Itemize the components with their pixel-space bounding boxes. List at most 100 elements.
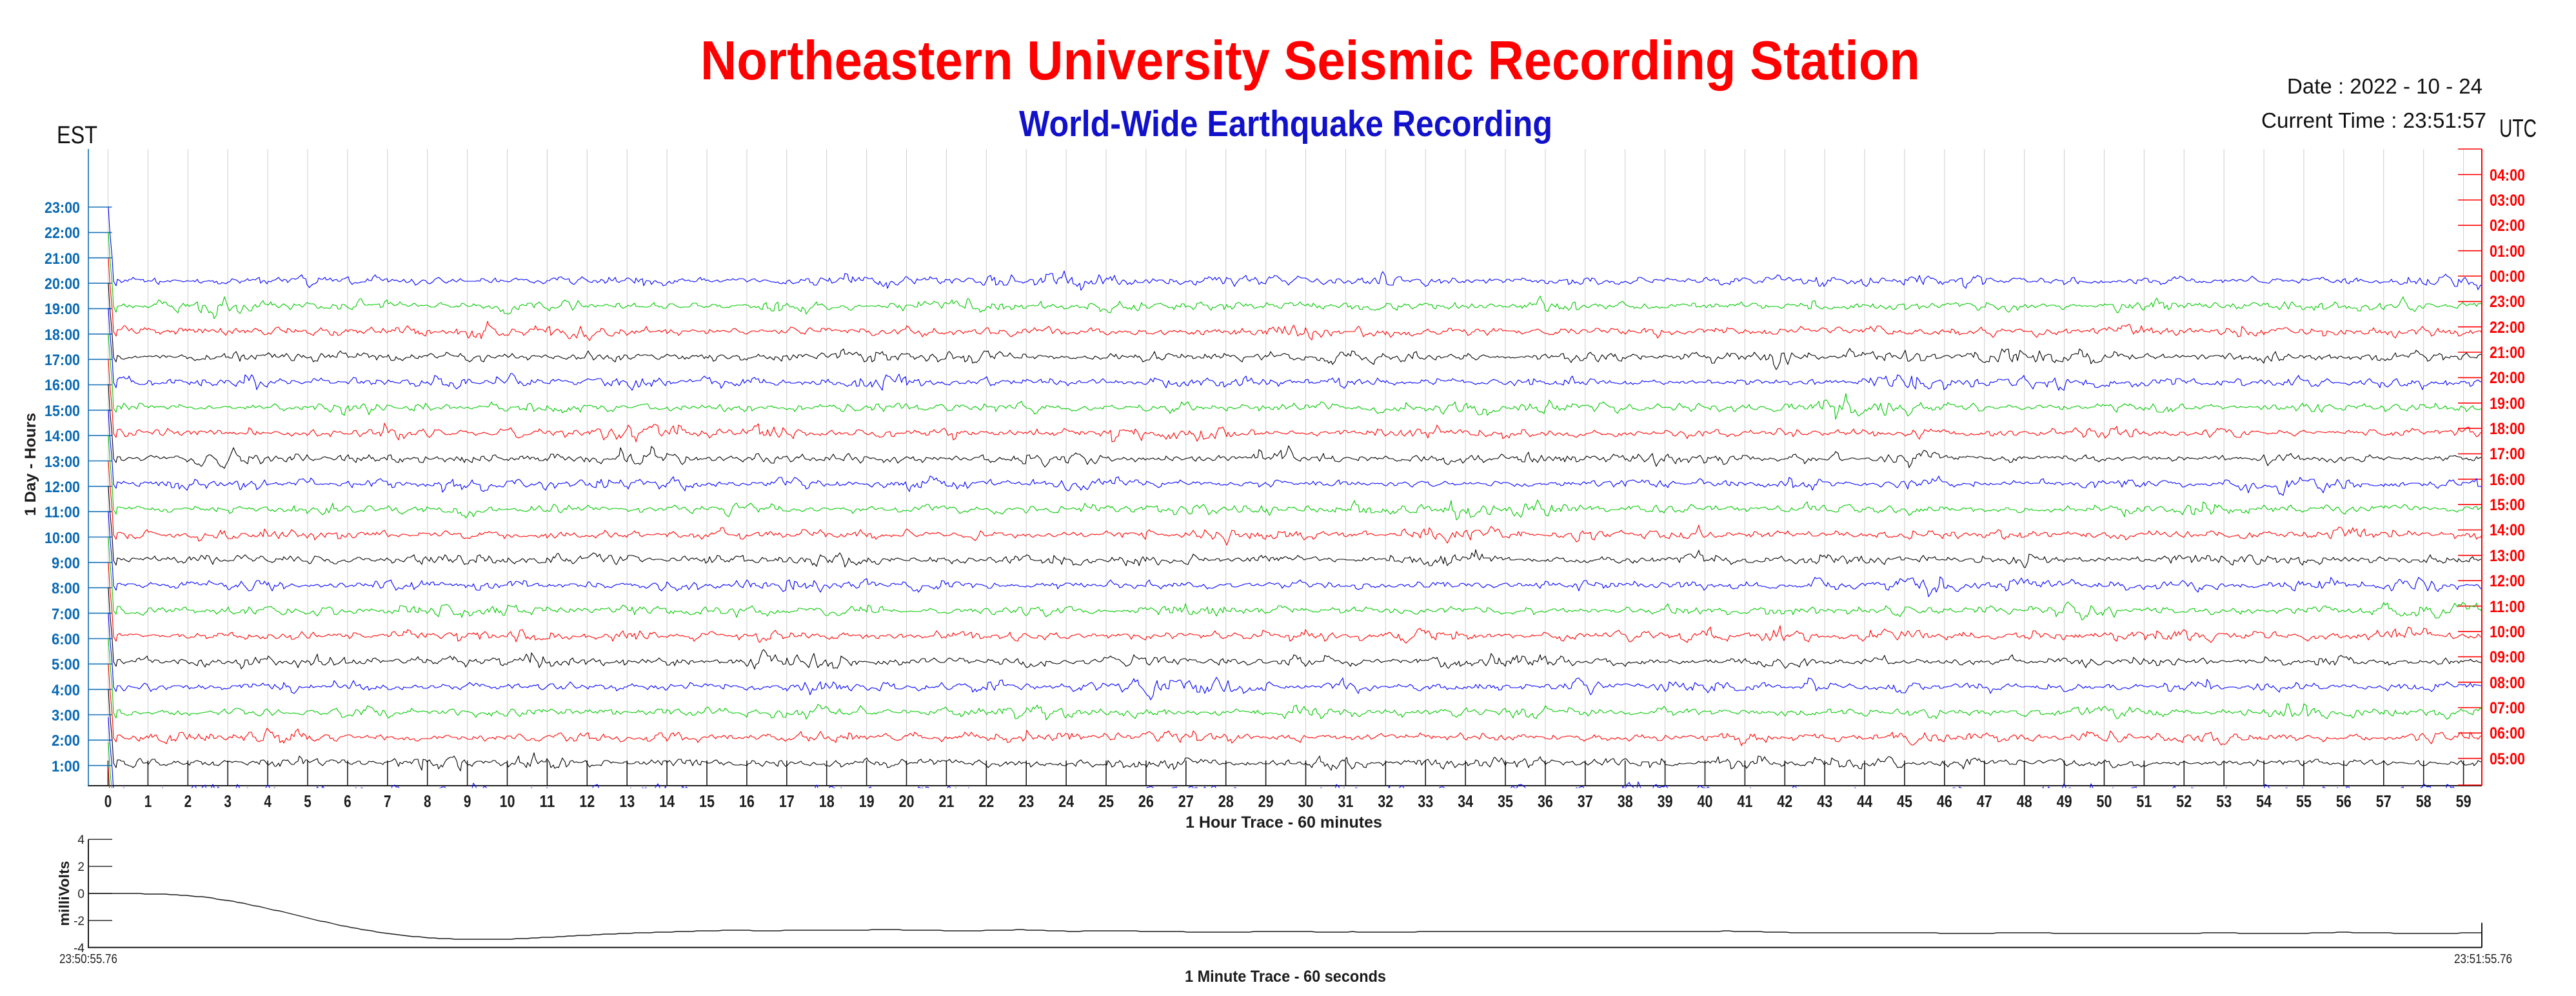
svg-text:6:00: 6:00 <box>52 631 80 648</box>
svg-text:14:00: 14:00 <box>45 428 80 445</box>
svg-text:31: 31 <box>1338 792 1353 811</box>
svg-text:23:51:55.76: 23:51:55.76 <box>2454 952 2512 966</box>
svg-text:9:00: 9:00 <box>52 555 80 572</box>
svg-text:23:50:55.76: 23:50:55.76 <box>59 952 117 966</box>
svg-text:2: 2 <box>77 861 84 874</box>
svg-text:1 Day - Hours: 1 Day - Hours <box>22 413 39 516</box>
svg-text:17:00: 17:00 <box>45 352 80 369</box>
svg-text:01:00: 01:00 <box>2490 243 2525 261</box>
svg-text:4: 4 <box>264 792 272 811</box>
svg-text:44: 44 <box>1857 792 1872 811</box>
svg-text:12: 12 <box>579 792 595 811</box>
svg-text:41: 41 <box>1737 792 1752 811</box>
svg-text:10:00: 10:00 <box>2490 623 2525 641</box>
svg-text:16:00: 16:00 <box>2490 471 2525 489</box>
svg-text:50: 50 <box>2097 792 2112 811</box>
svg-text:16: 16 <box>739 792 755 811</box>
svg-text:46: 46 <box>1937 792 1952 811</box>
svg-text:22:00: 22:00 <box>2490 319 2525 337</box>
svg-text:24: 24 <box>1058 792 1074 811</box>
svg-text:15: 15 <box>699 792 715 811</box>
svg-text:22:00: 22:00 <box>45 224 80 242</box>
svg-text:23:00: 23:00 <box>45 199 80 217</box>
svg-text:Northeastern University Seismi: Northeastern University Seismic Recordin… <box>700 30 1920 92</box>
svg-text:07:00: 07:00 <box>2490 699 2525 717</box>
svg-text:11:00: 11:00 <box>2490 598 2525 616</box>
svg-text:2: 2 <box>184 792 192 811</box>
svg-text:1:00: 1:00 <box>52 758 80 775</box>
svg-text:12:00: 12:00 <box>45 479 80 496</box>
svg-text:-2: -2 <box>74 915 84 928</box>
svg-text:13: 13 <box>619 792 635 811</box>
svg-text:51: 51 <box>2136 792 2152 811</box>
svg-text:04:00: 04:00 <box>2490 166 2525 184</box>
svg-text:2:00: 2:00 <box>52 732 80 750</box>
svg-text:35: 35 <box>1498 792 1513 811</box>
svg-text:World-Wide Earthquake Recordin: World-Wide Earthquake Recording <box>1019 103 1552 144</box>
svg-text:19:00: 19:00 <box>2490 395 2525 413</box>
svg-text:22: 22 <box>978 792 994 811</box>
svg-text:10:00: 10:00 <box>45 530 80 547</box>
svg-text:milliVolts: milliVolts <box>56 861 72 926</box>
svg-text:37: 37 <box>1578 792 1593 811</box>
svg-text:18:00: 18:00 <box>2490 420 2525 438</box>
svg-text:21: 21 <box>938 792 954 811</box>
svg-text:29: 29 <box>1258 792 1274 811</box>
svg-text:18: 18 <box>819 792 835 811</box>
svg-text:9: 9 <box>464 792 471 811</box>
svg-text:02:00: 02:00 <box>2490 217 2525 235</box>
svg-text:53: 53 <box>2216 792 2232 811</box>
svg-text:8:00: 8:00 <box>52 580 80 597</box>
svg-text:11: 11 <box>539 792 555 811</box>
svg-text:5: 5 <box>304 792 312 811</box>
svg-text:45: 45 <box>1897 792 1912 811</box>
svg-text:UTC: UTC <box>2499 115 2537 143</box>
svg-text:14: 14 <box>659 792 675 811</box>
svg-text:5:00: 5:00 <box>52 656 80 673</box>
svg-text:1 Minute Trace - 60 seconds: 1 Minute Trace - 60 seconds <box>1185 968 1386 986</box>
svg-text:19:00: 19:00 <box>45 301 80 318</box>
svg-text:19: 19 <box>859 792 875 811</box>
svg-text:08:00: 08:00 <box>2490 674 2525 692</box>
svg-text:48: 48 <box>2017 792 2032 811</box>
svg-text:0: 0 <box>104 792 112 811</box>
svg-text:-4: -4 <box>74 942 84 955</box>
svg-text:18:00: 18:00 <box>45 326 80 344</box>
svg-text:21:00: 21:00 <box>2490 344 2525 362</box>
svg-text:17:00: 17:00 <box>2490 445 2525 463</box>
svg-text:11:00: 11:00 <box>45 504 80 521</box>
svg-text:27: 27 <box>1178 792 1194 811</box>
svg-text:Date : 2022 - 10 - 24: Date : 2022 - 10 - 24 <box>2287 74 2482 98</box>
svg-text:39: 39 <box>1658 792 1673 811</box>
svg-text:06:00: 06:00 <box>2490 724 2525 742</box>
svg-text:00:00: 00:00 <box>2490 268 2525 286</box>
svg-text:8: 8 <box>424 792 431 811</box>
svg-text:13:00: 13:00 <box>45 453 80 471</box>
svg-text:30: 30 <box>1298 792 1314 811</box>
svg-text:23: 23 <box>1018 792 1034 811</box>
svg-text:10: 10 <box>500 792 515 811</box>
svg-text:52: 52 <box>2176 792 2192 811</box>
svg-text:16:00: 16:00 <box>45 377 80 394</box>
svg-text:03:00: 03:00 <box>2490 192 2525 210</box>
svg-text:20:00: 20:00 <box>2490 369 2525 387</box>
svg-text:38: 38 <box>1618 792 1633 811</box>
svg-text:0: 0 <box>77 888 84 901</box>
svg-text:17: 17 <box>779 792 795 811</box>
svg-text:21:00: 21:00 <box>45 250 80 268</box>
svg-text:32: 32 <box>1378 792 1393 811</box>
svg-text:7: 7 <box>384 792 391 811</box>
svg-text:6: 6 <box>344 792 352 811</box>
svg-text:42: 42 <box>1777 792 1792 811</box>
svg-text:40: 40 <box>1698 792 1713 811</box>
svg-text:59: 59 <box>2456 792 2472 811</box>
svg-text:36: 36 <box>1538 792 1553 811</box>
svg-text:34: 34 <box>1458 792 1473 811</box>
svg-text:26: 26 <box>1138 792 1154 811</box>
svg-text:47: 47 <box>1977 792 1992 811</box>
svg-text:28: 28 <box>1218 792 1234 811</box>
svg-text:14:00: 14:00 <box>2490 521 2525 539</box>
svg-text:33: 33 <box>1418 792 1433 811</box>
svg-text:15:00: 15:00 <box>2490 496 2525 514</box>
svg-text:Current Time : 23:51:57: Current Time : 23:51:57 <box>2261 108 2486 132</box>
